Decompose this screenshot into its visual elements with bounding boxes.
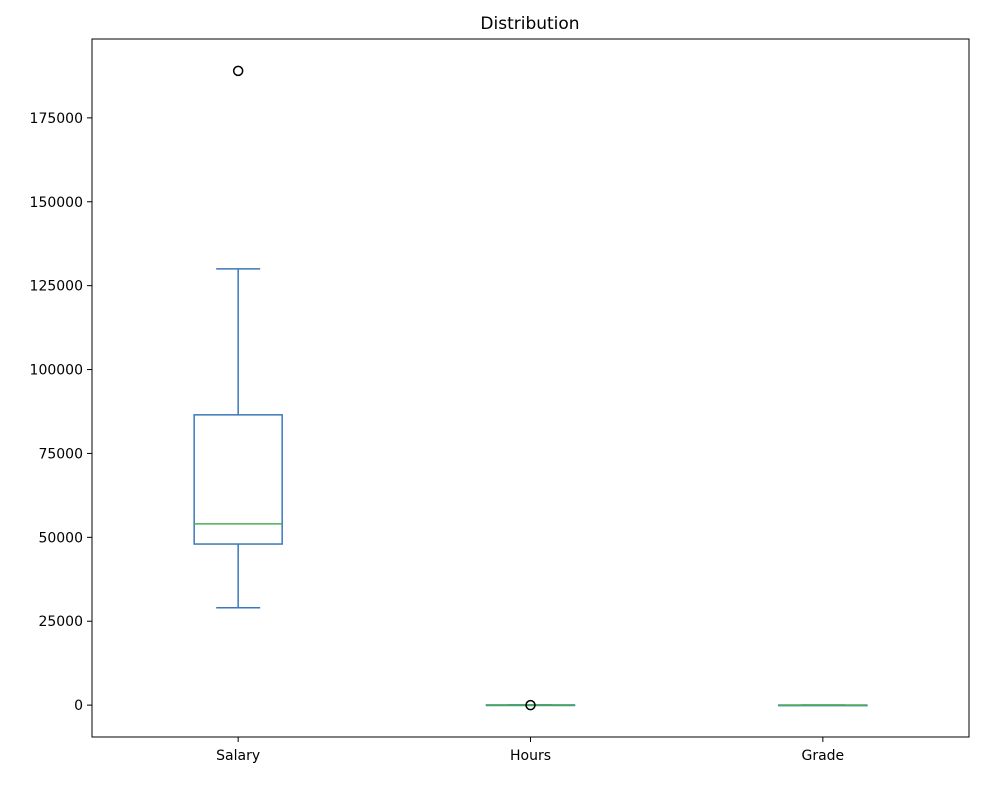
- x-tick-label-hours: Hours: [510, 748, 551, 764]
- box-group-grade: [778, 704, 868, 707]
- x-tick-label-salary: Salary: [216, 748, 260, 764]
- y-tick-label: 150000: [30, 195, 83, 211]
- y-tick-label: 175000: [30, 111, 83, 127]
- plot-area: [193, 65, 868, 711]
- outlier-point: [525, 699, 536, 711]
- y-tick-label: 125000: [30, 279, 83, 295]
- y-tick-label: 0: [74, 698, 83, 714]
- y-tick-label: 75000: [38, 446, 83, 462]
- outlier-point: [232, 65, 244, 77]
- axes: 0 25000 50000 75000 100000 125000 150000 175000…: [30, 38, 970, 764]
- box-iqr: [193, 414, 283, 545]
- y-tick-label: 100000: [30, 363, 83, 379]
- y-tick-label: 50000: [38, 530, 83, 546]
- box-group-salary: [193, 65, 283, 609]
- x-tick-label-grade: Grade: [801, 748, 844, 764]
- axes-frame: [91, 38, 970, 738]
- box-group-hours: [485, 699, 576, 711]
- chart-title: Distribution: [480, 14, 579, 34]
- y-tick-label: 25000: [38, 614, 83, 630]
